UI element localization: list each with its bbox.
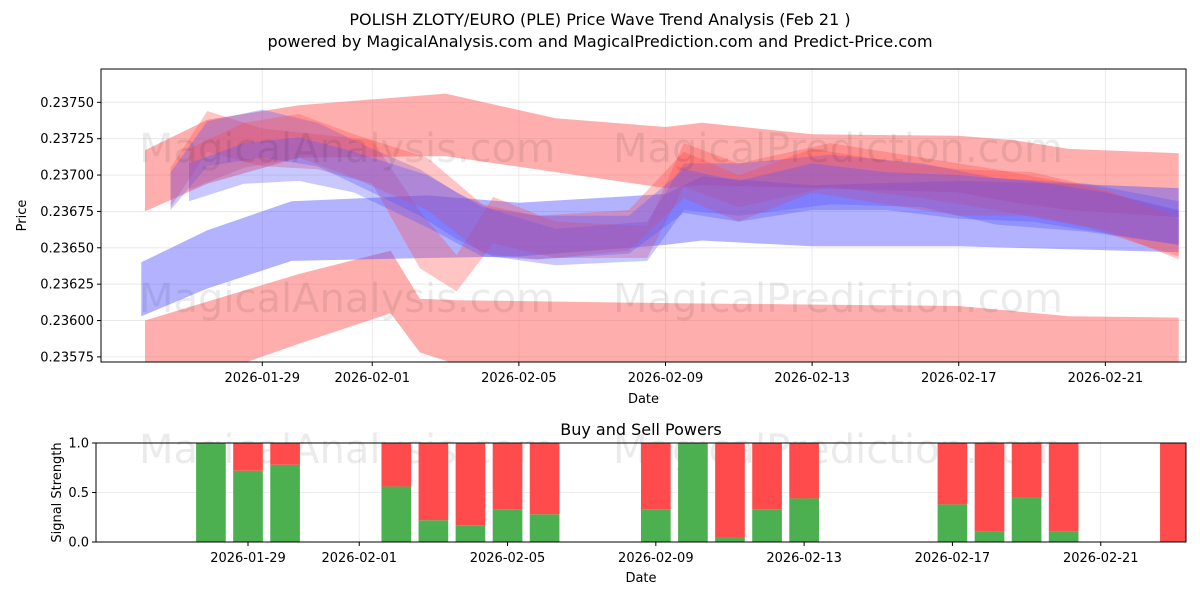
x-axis-label: Date <box>625 571 656 586</box>
wave-band-red-6 <box>189 114 1179 260</box>
chart-subtitle: powered by MagicalAnalysis.com and Magic… <box>267 32 932 51</box>
x-tick-label: 2026-02-17 <box>921 371 997 386</box>
x-tick-label: 2026-02-05 <box>470 551 546 566</box>
y-tick-label: 0.23575 <box>40 350 94 365</box>
wave-band-blue-3 <box>141 176 1179 317</box>
buy-bar <box>492 509 523 542</box>
buy-bar <box>678 443 708 542</box>
x-tick-label: 2026-02-13 <box>766 551 842 566</box>
watermark: MagicalAnalysis.com <box>139 276 555 322</box>
sell-bar <box>1048 443 1079 532</box>
sell-bar <box>492 443 523 510</box>
buy-bar <box>196 443 226 542</box>
sell-bar <box>529 443 560 515</box>
y-tick-label: 0.5 <box>68 486 89 501</box>
buy-bar <box>529 514 560 542</box>
y-tick-label: 0.23625 <box>40 278 94 293</box>
buy-bar <box>270 464 300 542</box>
sell-bar <box>789 443 819 499</box>
watermark: MagicalAnalysis.com <box>139 126 555 172</box>
y-axis-label: Price <box>15 200 30 232</box>
x-tick-label: 2026-02-21 <box>1068 371 1144 386</box>
sell-bar <box>715 443 745 538</box>
buy-bar <box>789 498 819 542</box>
buy-bar <box>233 470 263 542</box>
sell-bar <box>455 443 486 526</box>
wave-band-red-2 <box>145 250 1179 362</box>
wave-band-blue-5 <box>170 109 1179 266</box>
x-tick-label: 2026-02-05 <box>481 371 557 386</box>
buy-bar <box>418 520 449 542</box>
buy-bar <box>937 504 968 542</box>
chart-title: POLISH ZLOTY/EURO (PLE) Price Wave Trend… <box>349 10 850 29</box>
y-tick-label: 1.0 <box>68 437 89 452</box>
y-axis-label: Signal Strength <box>50 442 65 542</box>
sell-bar <box>233 443 263 471</box>
x-tick-label: 2026-02-21 <box>1063 551 1139 566</box>
wave-band-red-1 <box>145 93 1179 218</box>
x-tick-label: 2026-01-29 <box>225 371 301 386</box>
x-tick-label: 2026-02-01 <box>334 371 410 386</box>
sell-bar <box>418 443 449 521</box>
buy-bar <box>1011 497 1042 542</box>
x-tick-label: 2026-02-09 <box>628 371 704 386</box>
subplot-title: Buy and Sell Powers <box>560 420 722 439</box>
sell-bar <box>641 443 671 510</box>
buy-bar <box>381 486 412 542</box>
buy-bar <box>1048 531 1079 542</box>
y-tick-label: 0.23725 <box>40 132 94 147</box>
power-bars <box>196 443 1186 542</box>
sell-bar <box>752 443 782 510</box>
buy-bar <box>455 525 486 542</box>
sell-bar <box>1160 443 1186 542</box>
wave-bands <box>141 93 1179 362</box>
sell-bar <box>381 443 412 487</box>
buy-bar <box>715 537 745 542</box>
sell-bar <box>937 443 968 505</box>
buy-bar <box>641 509 671 542</box>
sell-bar <box>270 443 300 465</box>
y-tick-label: 0.23600 <box>40 314 94 329</box>
y-tick-label: 0.0 <box>68 536 89 551</box>
y-tick-label: 0.23750 <box>40 96 94 111</box>
y-tick-label: 0.23650 <box>40 241 94 256</box>
plot-frame <box>100 68 1187 363</box>
x-tick-label: 2026-02-09 <box>618 551 694 566</box>
sell-bar <box>1011 443 1042 498</box>
y-tick-label: 0.23700 <box>40 169 94 184</box>
wave-band-blue-7 <box>189 137 1179 260</box>
buy-bar <box>974 531 1005 542</box>
sell-bar <box>974 443 1005 532</box>
wave-band-red-4 <box>170 111 1179 292</box>
x-tick-label: 2026-02-01 <box>321 551 397 566</box>
x-axis-label: Date <box>628 392 659 407</box>
y-tick-label: 0.23675 <box>40 205 94 220</box>
x-tick-label: 2026-02-13 <box>774 371 850 386</box>
watermark: MagicalPrediction.com <box>613 276 1063 322</box>
price-wave-plot: MagicalAnalysis.com MagicalPrediction.com… <box>15 68 1187 407</box>
watermark: MagicalPrediction.com <box>613 126 1063 172</box>
x-tick-label: 2026-02-17 <box>915 551 991 566</box>
buy-bar <box>752 509 782 542</box>
x-tick-label: 2026-01-29 <box>210 551 286 566</box>
buy-sell-plot: MagicalAnalysis.com MagicalPrediction.com… <box>50 420 1187 586</box>
